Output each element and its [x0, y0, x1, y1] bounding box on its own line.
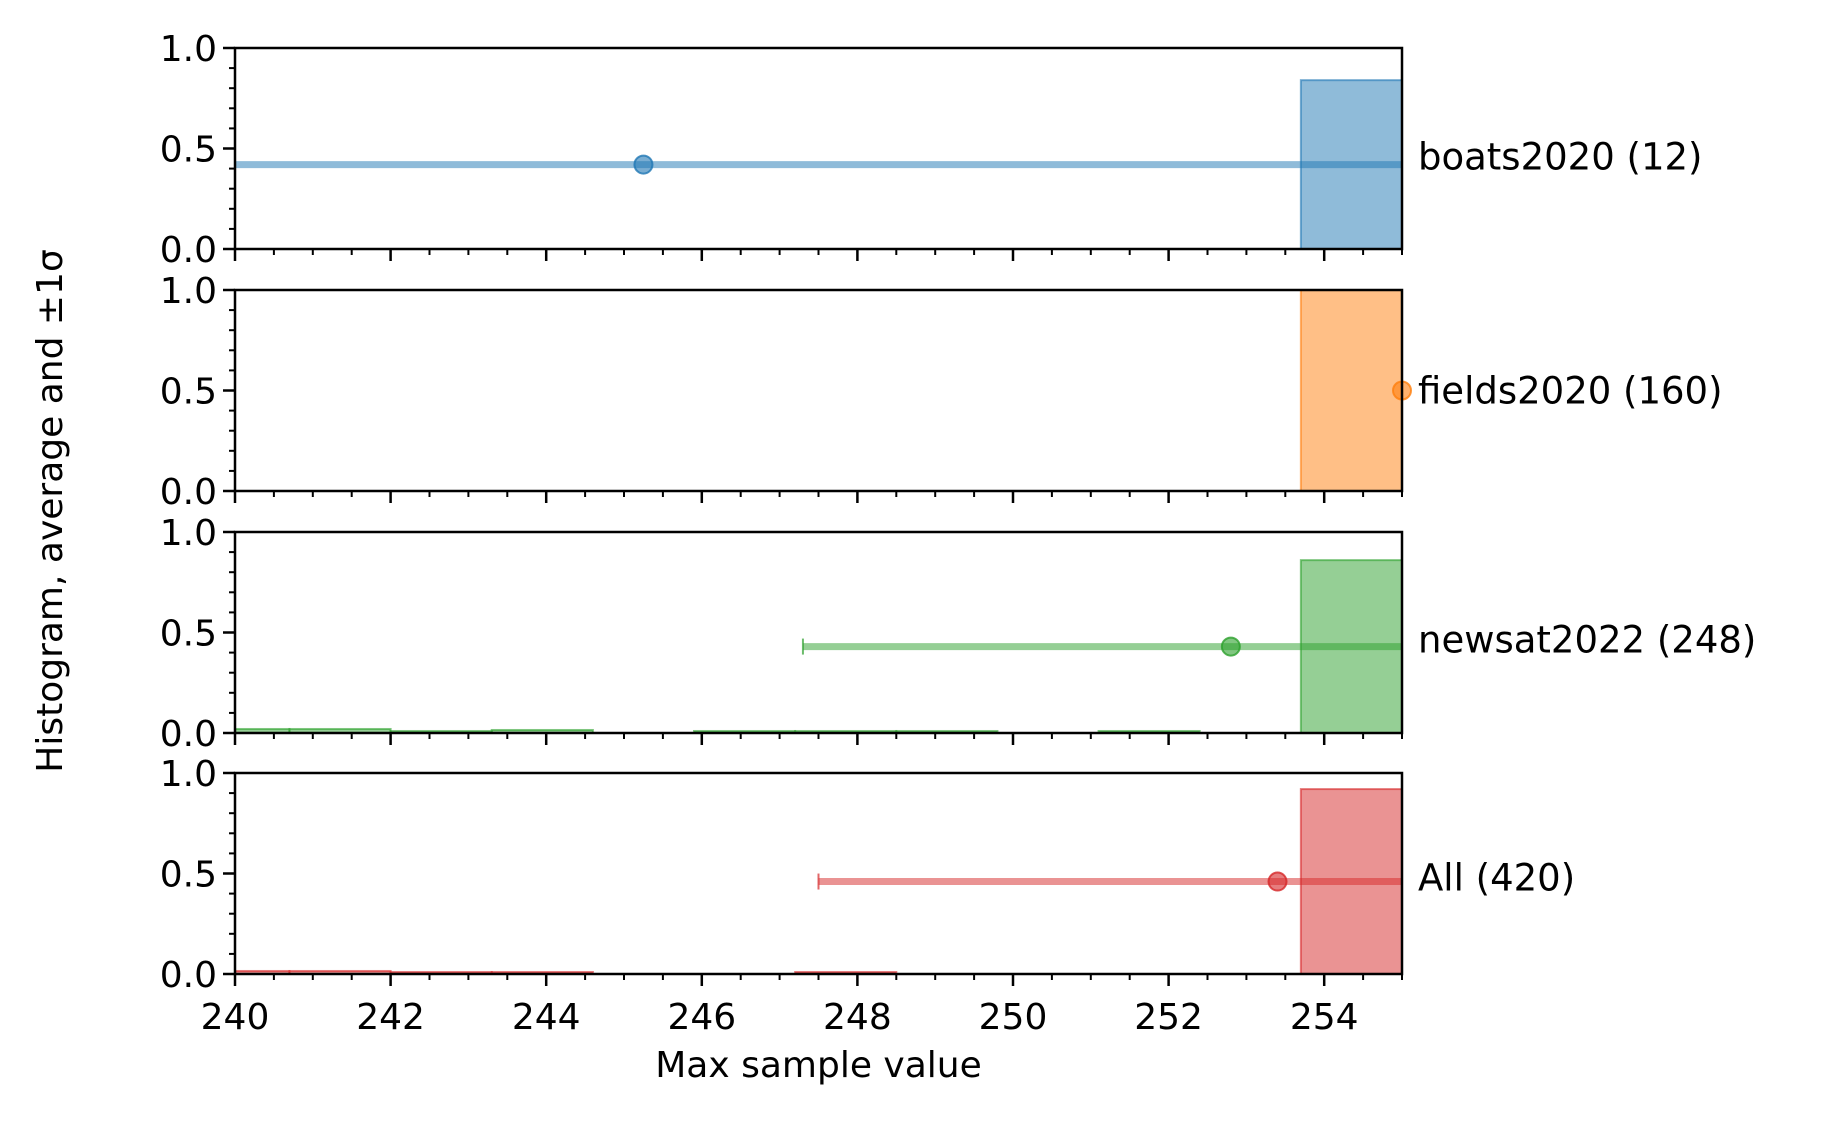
x-tick-label: 252: [1134, 997, 1203, 1038]
panel-2-y-tick-label: 0.5: [160, 372, 217, 413]
panel-4-label: All (420): [1418, 857, 1575, 900]
panel-2-y-tick-label: 0.0: [160, 472, 217, 513]
panel-4-y-tick-label: 0.0: [160, 955, 217, 996]
panel-2-y-tick-label: 1.0: [160, 271, 217, 312]
panel-3-y-tick-label: 1.0: [160, 513, 217, 554]
y-axis-title: Histogram, average and ±1σ: [30, 249, 71, 773]
panel-2-label: fields2020 (160): [1418, 370, 1723, 413]
panel-4-y-tick-label: 0.5: [160, 855, 217, 896]
x-tick-label: 248: [823, 997, 892, 1038]
panel-1-label: boats2020 (12): [1418, 136, 1702, 179]
panel-3-mean-marker: [1220, 636, 1241, 657]
x-tick-label: 246: [667, 997, 736, 1038]
panel-3-y-tick-label: 0.0: [160, 714, 217, 755]
panel-3-label: newsat2022 (248): [1418, 619, 1756, 662]
panel-1-mean-marker: [633, 154, 654, 175]
x-tick-label: 250: [979, 997, 1048, 1038]
x-axis-title: Max sample value: [655, 1045, 982, 1086]
panel-1-y-tick-label: 0.5: [160, 130, 217, 171]
panel-4-frame: [233, 771, 1404, 976]
panel-1-frame: [233, 46, 1404, 251]
x-tick-label: 242: [356, 997, 425, 1038]
panel-1-y-tick-label: 0.0: [160, 230, 217, 271]
panel-2-histogram-bar: [1299, 289, 1403, 492]
panel-3-frame: [233, 530, 1404, 735]
x-tick-label: 240: [201, 997, 270, 1038]
panel-4-y-tick-label: 1.0: [160, 754, 217, 795]
panel-1-y-tick-label: 1.0: [160, 29, 217, 70]
panel-3-y-tick-label: 0.5: [160, 614, 217, 655]
x-tick-label: 254: [1290, 997, 1359, 1038]
panel-4-mean-marker: [1267, 871, 1288, 892]
x-tick-label: 244: [512, 997, 581, 1038]
panel-2-frame: [233, 288, 1404, 493]
